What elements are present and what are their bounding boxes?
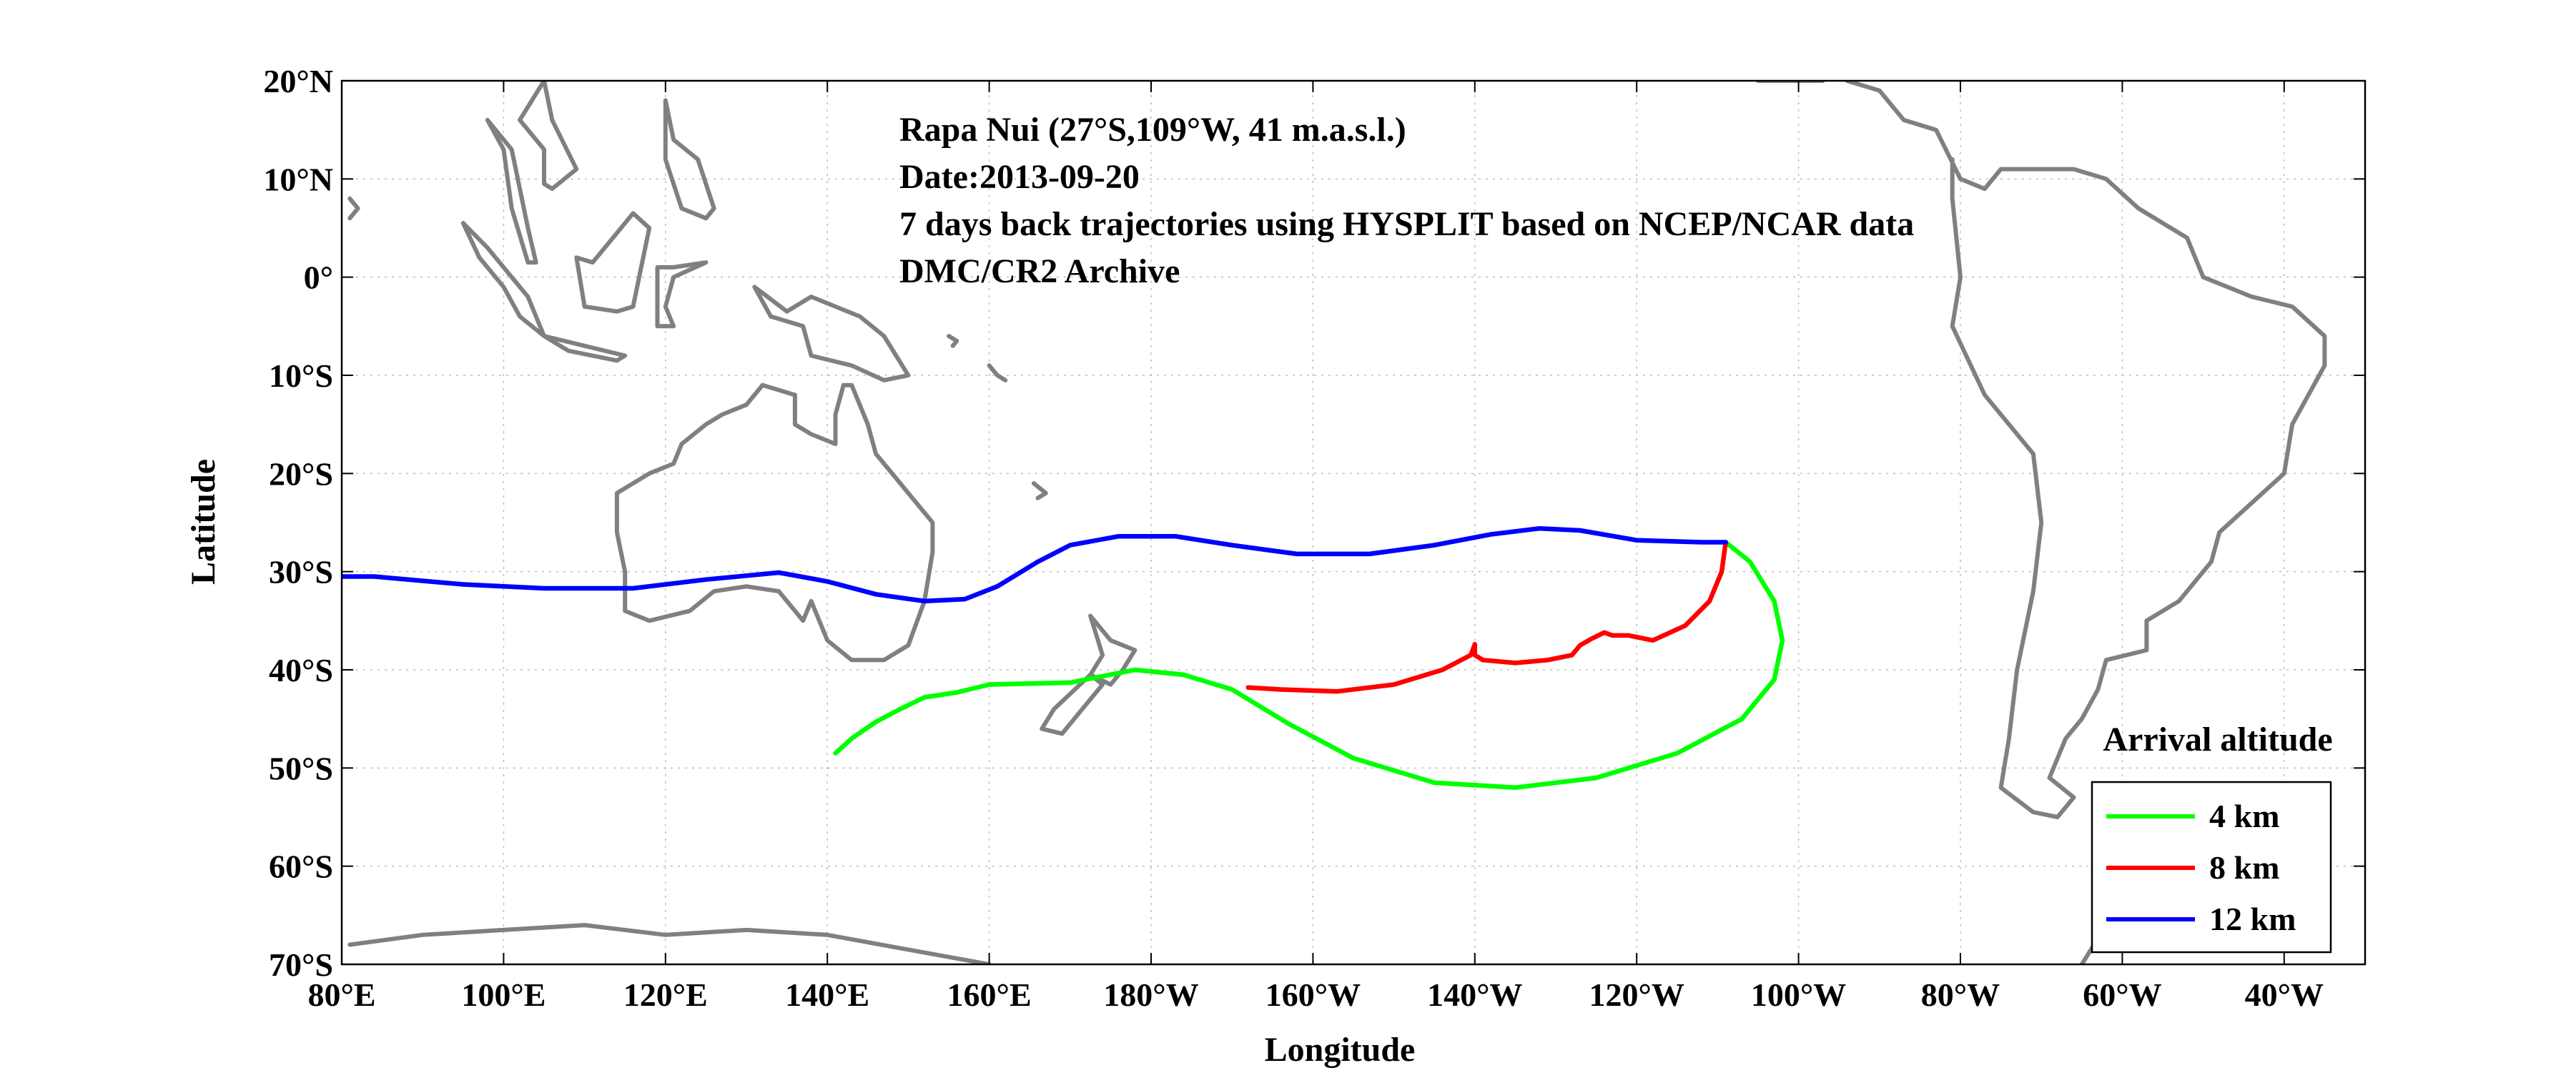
annotation-block: Rapa Nui (27°S,109°W, 41 m.a.s.l.) Date:… — [899, 111, 1914, 290]
coastline-13 — [485, 117, 538, 265]
y-tick-label-1: 10°N — [263, 161, 333, 197]
y-tick-label-5: 30°S — [269, 554, 333, 590]
legend-title: Arrival altitude — [2103, 721, 2332, 758]
annotation-method: 7 days back trajectories using HYSPLIT b… — [899, 205, 1914, 243]
trajectories — [342, 525, 1785, 791]
annotation-location: Rapa Nui (27°S,109°W, 41 m.a.s.l.) — [899, 111, 1406, 149]
trajectory-12km — [342, 525, 1728, 604]
trajectory-4km — [833, 540, 1785, 791]
x-tick-label-3: 140°E — [785, 976, 869, 1013]
coastline-6 — [1040, 672, 1105, 736]
coastline-5 — [1088, 613, 1138, 687]
x-tick-label-2: 120°E — [623, 976, 708, 1013]
y-tick-label-4: 20°S — [269, 455, 333, 492]
coastline-9 — [542, 334, 628, 363]
coastline-3 — [347, 923, 992, 964]
x-tick-label-11: 60°W — [2083, 976, 2161, 1013]
legend: Arrival altitude 4 km 8 km 12 km — [2091, 721, 2333, 954]
x-tick-label-12: 40°W — [2245, 976, 2324, 1013]
grid-lines — [341, 80, 2365, 965]
x-tick-label-8: 120°W — [1589, 976, 1684, 1013]
coastline-14 — [518, 81, 579, 192]
x-tick-label-1: 100°E — [461, 976, 546, 1013]
coastline-7 — [752, 285, 911, 382]
plot-frame — [340, 79, 2367, 966]
coastline-10 — [574, 211, 652, 314]
y-tick-label-2: 0° — [304, 259, 333, 296]
legend-label-8km: 8 km — [2209, 849, 2279, 886]
coastline-17 — [987, 363, 1008, 382]
annotation-date: Date:2013-09-20 — [899, 158, 1140, 196]
coastline-0 — [1845, 81, 2327, 819]
coastline-16 — [947, 334, 959, 348]
annotation-archive: DMC/CR2 Archive — [899, 252, 1180, 290]
legend-label-4km: 4 km — [2209, 798, 2279, 834]
coastline-18 — [1031, 481, 1048, 500]
x-tick-label-4: 160°E — [947, 976, 1032, 1013]
coastline-12 — [663, 98, 716, 221]
x-tick-label-5: 180°W — [1103, 976, 1198, 1013]
axis-ticks: 80°E 100°E 120°E 140°E 160°E 180°W 160°W 140°W 1… — [263, 63, 2365, 1013]
y-tick-label-3: 10°S — [269, 357, 333, 394]
y-tick-label-9: 70°S — [269, 946, 333, 983]
x-tick-label-6: 160°W — [1265, 976, 1361, 1013]
x-tick-label-0: 80°E — [307, 976, 375, 1013]
coastline-4 — [614, 382, 935, 663]
y-axis-label: Latitude — [184, 459, 222, 585]
y-tick-label-6: 40°S — [269, 652, 333, 688]
y-tick-label-8: 60°S — [269, 849, 333, 885]
x-tick-label-7: 140°W — [1427, 976, 1522, 1013]
y-tick-label-7: 50°S — [269, 750, 333, 786]
y-tick-label-0: 20°N — [263, 63, 333, 99]
x-axis-label: Longitude — [1265, 1031, 1416, 1069]
legend-label-12km: 12 km — [2209, 901, 2296, 937]
trajectory-8km — [1245, 540, 1728, 694]
coastline-15 — [347, 196, 360, 221]
coastline-11 — [655, 260, 709, 329]
x-tick-label-9: 100°W — [1751, 976, 1846, 1013]
x-tick-label-10: 80°W — [1921, 976, 2000, 1013]
